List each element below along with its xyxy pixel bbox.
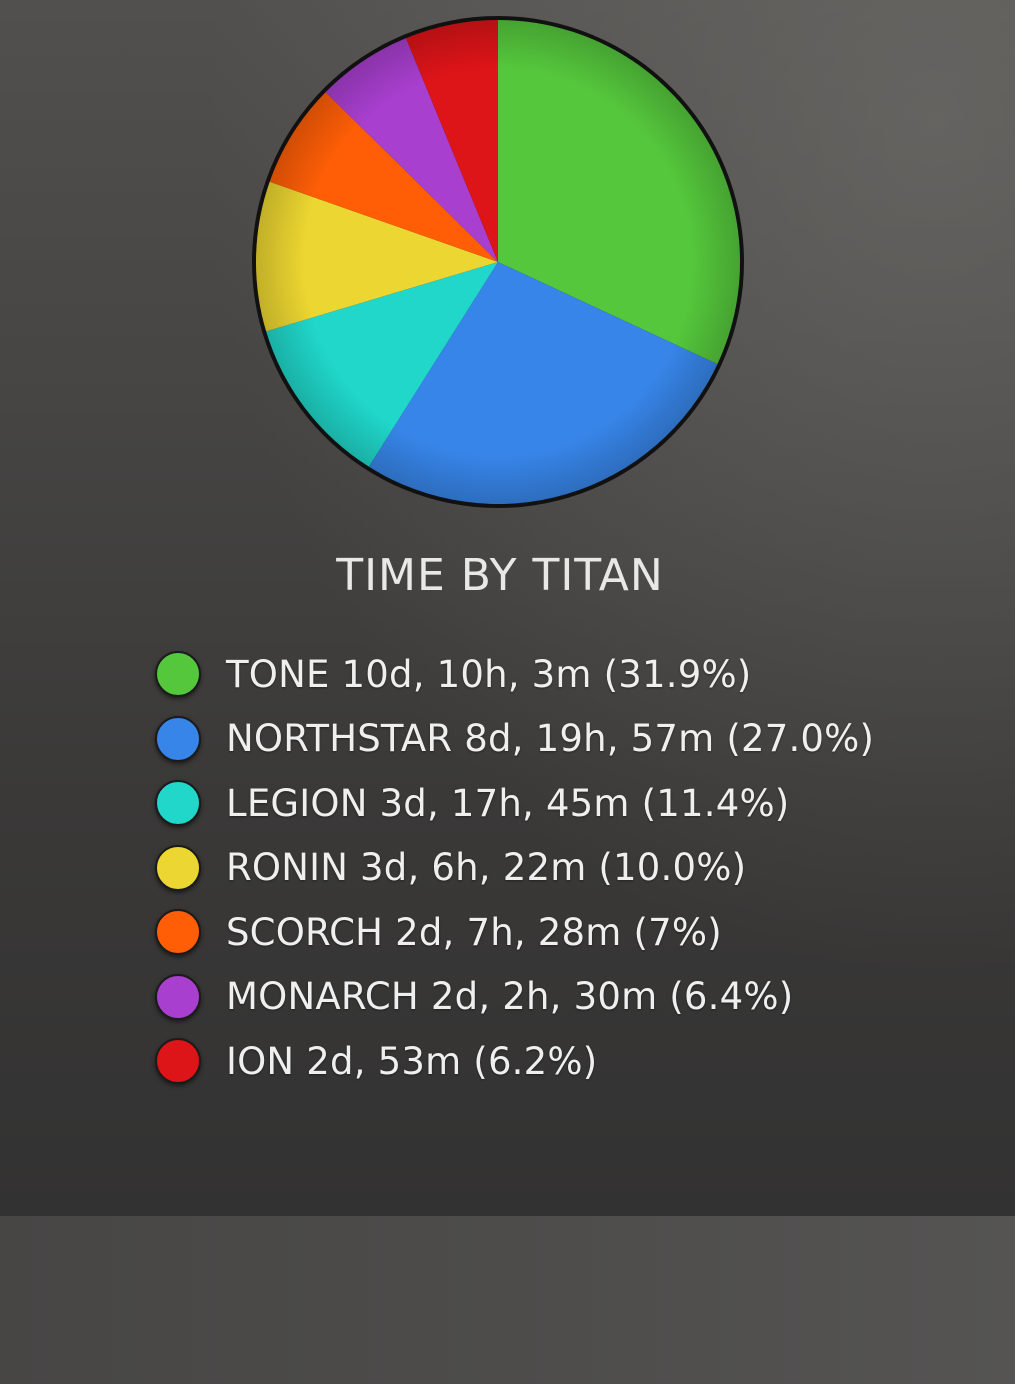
legend-item: SCORCH 2d, 7h, 28m (7%) (155, 900, 874, 965)
legend-item: NORTHSTAR 8d, 19h, 57m (27.0%) (155, 707, 874, 772)
legend-swatch (155, 973, 201, 1020)
legend-item: RONIN 3d, 6h, 22m (10.0%) (155, 836, 874, 901)
legend-label: MONARCH 2d, 2h, 30m (6.4%) (226, 975, 794, 1019)
stats-panel: TIME BY TITAN TONE 10d, 10h, 3m (31.9%) N… (0, 0, 1015, 1216)
legend-swatch (155, 780, 201, 827)
legend-swatch (155, 1038, 201, 1085)
legend-label: ION 2d, 53m (6.2%) (226, 1039, 598, 1083)
footer-bar (0, 1216, 1015, 1384)
legend-swatch (155, 909, 201, 956)
legend: TONE 10d, 10h, 3m (31.9%) NORTHSTAR 8d, 1… (155, 642, 874, 1094)
legend-item: LEGION 3d, 17h, 45m (11.4%) (155, 771, 874, 836)
legend-swatch (155, 651, 201, 698)
legend-item: MONARCH 2d, 2h, 30m (6.4%) (155, 965, 874, 1030)
legend-label: NORTHSTAR 8d, 19h, 57m (27.0%) (226, 717, 875, 761)
legend-swatch (155, 844, 201, 891)
legend-item: ION 2d, 53m (6.2%) (155, 1029, 874, 1094)
pie-shading (256, 20, 740, 504)
legend-swatch (155, 715, 201, 762)
legend-label: TONE 10d, 10h, 3m (31.9%) (226, 652, 752, 696)
pie-chart (252, 16, 744, 508)
legend-label: SCORCH 2d, 7h, 28m (7%) (226, 910, 722, 954)
legend-label: RONIN 3d, 6h, 22m (10.0%) (226, 846, 747, 890)
legend-label: LEGION 3d, 17h, 45m (11.4%) (226, 781, 790, 825)
chart-title: TIME BY TITAN (336, 550, 664, 601)
legend-item: TONE 10d, 10h, 3m (31.9%) (155, 642, 874, 707)
